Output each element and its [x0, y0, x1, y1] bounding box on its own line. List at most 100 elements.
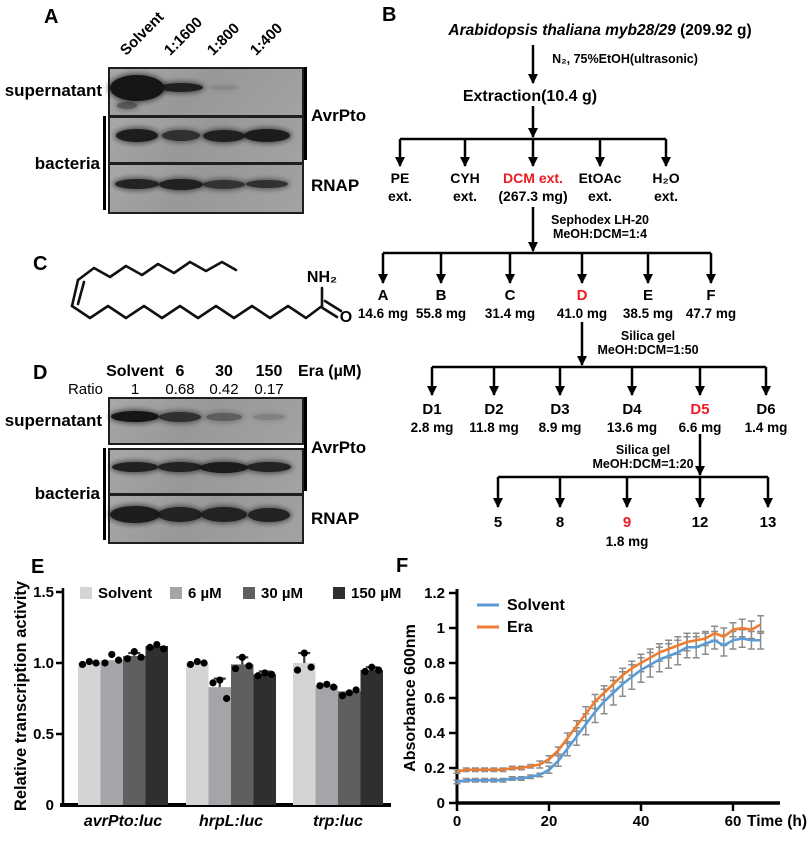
y-tick-label: 0.2 — [424, 760, 445, 777]
replicate-dot — [316, 682, 324, 690]
replicate-dot — [108, 650, 116, 659]
d-bracket-bacteria — [103, 448, 106, 540]
d-band — [201, 507, 247, 523]
a-band — [116, 129, 158, 143]
flow-compound-12: 12 — [691, 514, 709, 531]
y-tick-label: 1 — [437, 620, 445, 637]
replicate-dot — [115, 656, 123, 664]
d-header-lane-0: Solvent — [106, 363, 164, 380]
panel-label-b: B — [382, 4, 397, 26]
replicate-dot — [231, 665, 240, 673]
a-band — [159, 178, 203, 190]
flow-subfraction-D1: D1 — [422, 401, 442, 418]
replicate-dot — [345, 689, 353, 697]
flow-fraction-E-mass: 38.5 mg — [622, 306, 674, 321]
flowchart-arrows — [378, 45, 773, 508]
bar-trp:luc-Solvent — [293, 663, 316, 805]
d-ratio-value-2: 0.42 — [209, 381, 239, 398]
d-band — [200, 461, 248, 473]
replicate-dot — [137, 653, 145, 661]
a-band — [203, 129, 245, 142]
a-bracket-bacteria — [103, 116, 106, 210]
replicate-dot — [200, 659, 208, 667]
flow-subfraction-D3: D3 — [550, 401, 570, 418]
a-band — [110, 74, 164, 101]
flow-step3-line2: MeOH:DCM=1:50 — [597, 343, 699, 357]
replicate-dot — [186, 660, 195, 669]
replicate-dot — [92, 659, 100, 667]
a-bracket-avrpto — [304, 67, 307, 160]
panel-label-c: C — [33, 253, 48, 275]
replicate-dot — [245, 662, 253, 670]
flow-compound-9-mass: 1.8 mg — [605, 534, 649, 549]
panel-label-a: A — [44, 6, 59, 28]
a-band — [203, 179, 245, 189]
flow-ext-0-line2: ext. — [387, 188, 413, 204]
amide-nh2-label: NH₂ — [307, 269, 337, 286]
d-band — [158, 507, 202, 523]
flow-subfraction-D4-mass: 13.6 mg — [606, 420, 658, 435]
flow-fraction-F-mass: 47.7 mg — [685, 306, 737, 321]
legend-label-3: 150 µM — [351, 585, 401, 602]
flow-fraction-A: A — [377, 287, 389, 304]
a-label-supernatant: supernatant — [4, 81, 102, 100]
y-tick-label: 0.5 — [33, 726, 54, 743]
bar-trp:luc-6 µM — [315, 685, 338, 805]
x-tick-label: 20 — [541, 813, 558, 830]
d-ratio-value-1: 0.68 — [165, 381, 195, 398]
x-tick-label: 40 — [633, 813, 650, 830]
replicate-dot — [78, 660, 87, 669]
flow-ext-1-line1: CYH — [450, 170, 480, 186]
flowchart-title: Arabidopsis thaliana myb28/29 (209.92 g) — [400, 22, 800, 40]
curve-Era — [456, 623, 762, 773]
flow-fraction-C: C — [504, 287, 516, 304]
a-band — [246, 180, 288, 189]
bar-hrpL:luc-Solvent — [186, 663, 209, 805]
replicate-dot — [160, 645, 168, 653]
flow-fraction-B-mass: 55.8 mg — [415, 306, 467, 321]
replicate-dot — [352, 686, 360, 694]
flow-ext-4-line1: H₂O — [652, 170, 680, 186]
flow-ext-2-line2: (267.3 mg) — [498, 188, 568, 204]
panel-label-e: E — [31, 556, 45, 578]
flow-step1-label: N₂, 75%EtOH(ultrasonic) — [552, 52, 698, 66]
replicate-dot — [123, 655, 132, 663]
flow-step2-line1: Sephodex LH-20 — [551, 213, 649, 227]
bar-hrpL:luc-30 µM — [231, 664, 254, 805]
x-category-label: trp:luc — [313, 813, 363, 830]
replicate-dot — [216, 676, 224, 684]
legend-label-0: Solvent — [98, 585, 152, 602]
flow-step4-line1: Silica gel — [615, 443, 671, 457]
flow-compound-5: 5 — [493, 514, 503, 531]
flow-ext-3-line1: EtOAc — [578, 170, 622, 186]
panel-label-d: D — [33, 362, 48, 384]
replicate-dot — [153, 640, 161, 649]
d-ratio-label: Ratio — [67, 381, 103, 398]
replicate-dot — [361, 667, 369, 676]
flow-ext-1-line2: ext. — [452, 188, 478, 204]
replicate-dot — [101, 659, 109, 667]
flow-subfraction-D5: D5 — [690, 401, 710, 418]
a-lane-label-2: 1:800 — [203, 19, 244, 59]
flowchart-title-species: Arabidopsis thaliana myb28/29 — [448, 22, 676, 39]
line-chart-svg: 0 0.2 0.4 0.6 0.8 1 1.2 0 20 40 60 Time (h) Absorban… — [402, 585, 807, 830]
flow-subfraction-D2-mass: 11.8 mg — [469, 420, 519, 435]
flow-fraction-D-mass: 41.0 mg — [556, 306, 608, 321]
y-axis-label: Relative transcription activity — [12, 580, 30, 811]
y-tick-label: 0 — [437, 795, 445, 812]
carbonyl-bond-1 — [319, 305, 339, 319]
d-band — [253, 413, 285, 420]
a-lane-label-0: Solvent — [116, 8, 168, 60]
d-bracket-avrpto — [304, 397, 307, 491]
legend-label-1: 6 µM — [188, 585, 222, 602]
replicate-dot — [307, 663, 315, 671]
replicate-dot — [368, 663, 376, 671]
d-header-unit: Era (µM) — [298, 363, 362, 380]
a-lane-label-1: 1:1600 — [160, 13, 207, 60]
a-label-rnap: RNAP — [311, 176, 360, 195]
replicate-dot — [261, 669, 269, 677]
d-band — [111, 411, 159, 423]
y-tick-label: 1.0 — [33, 655, 54, 672]
flow-subfraction-D5-mass: 6.6 mg — [678, 420, 722, 435]
legend-swatch-0 — [80, 587, 92, 599]
